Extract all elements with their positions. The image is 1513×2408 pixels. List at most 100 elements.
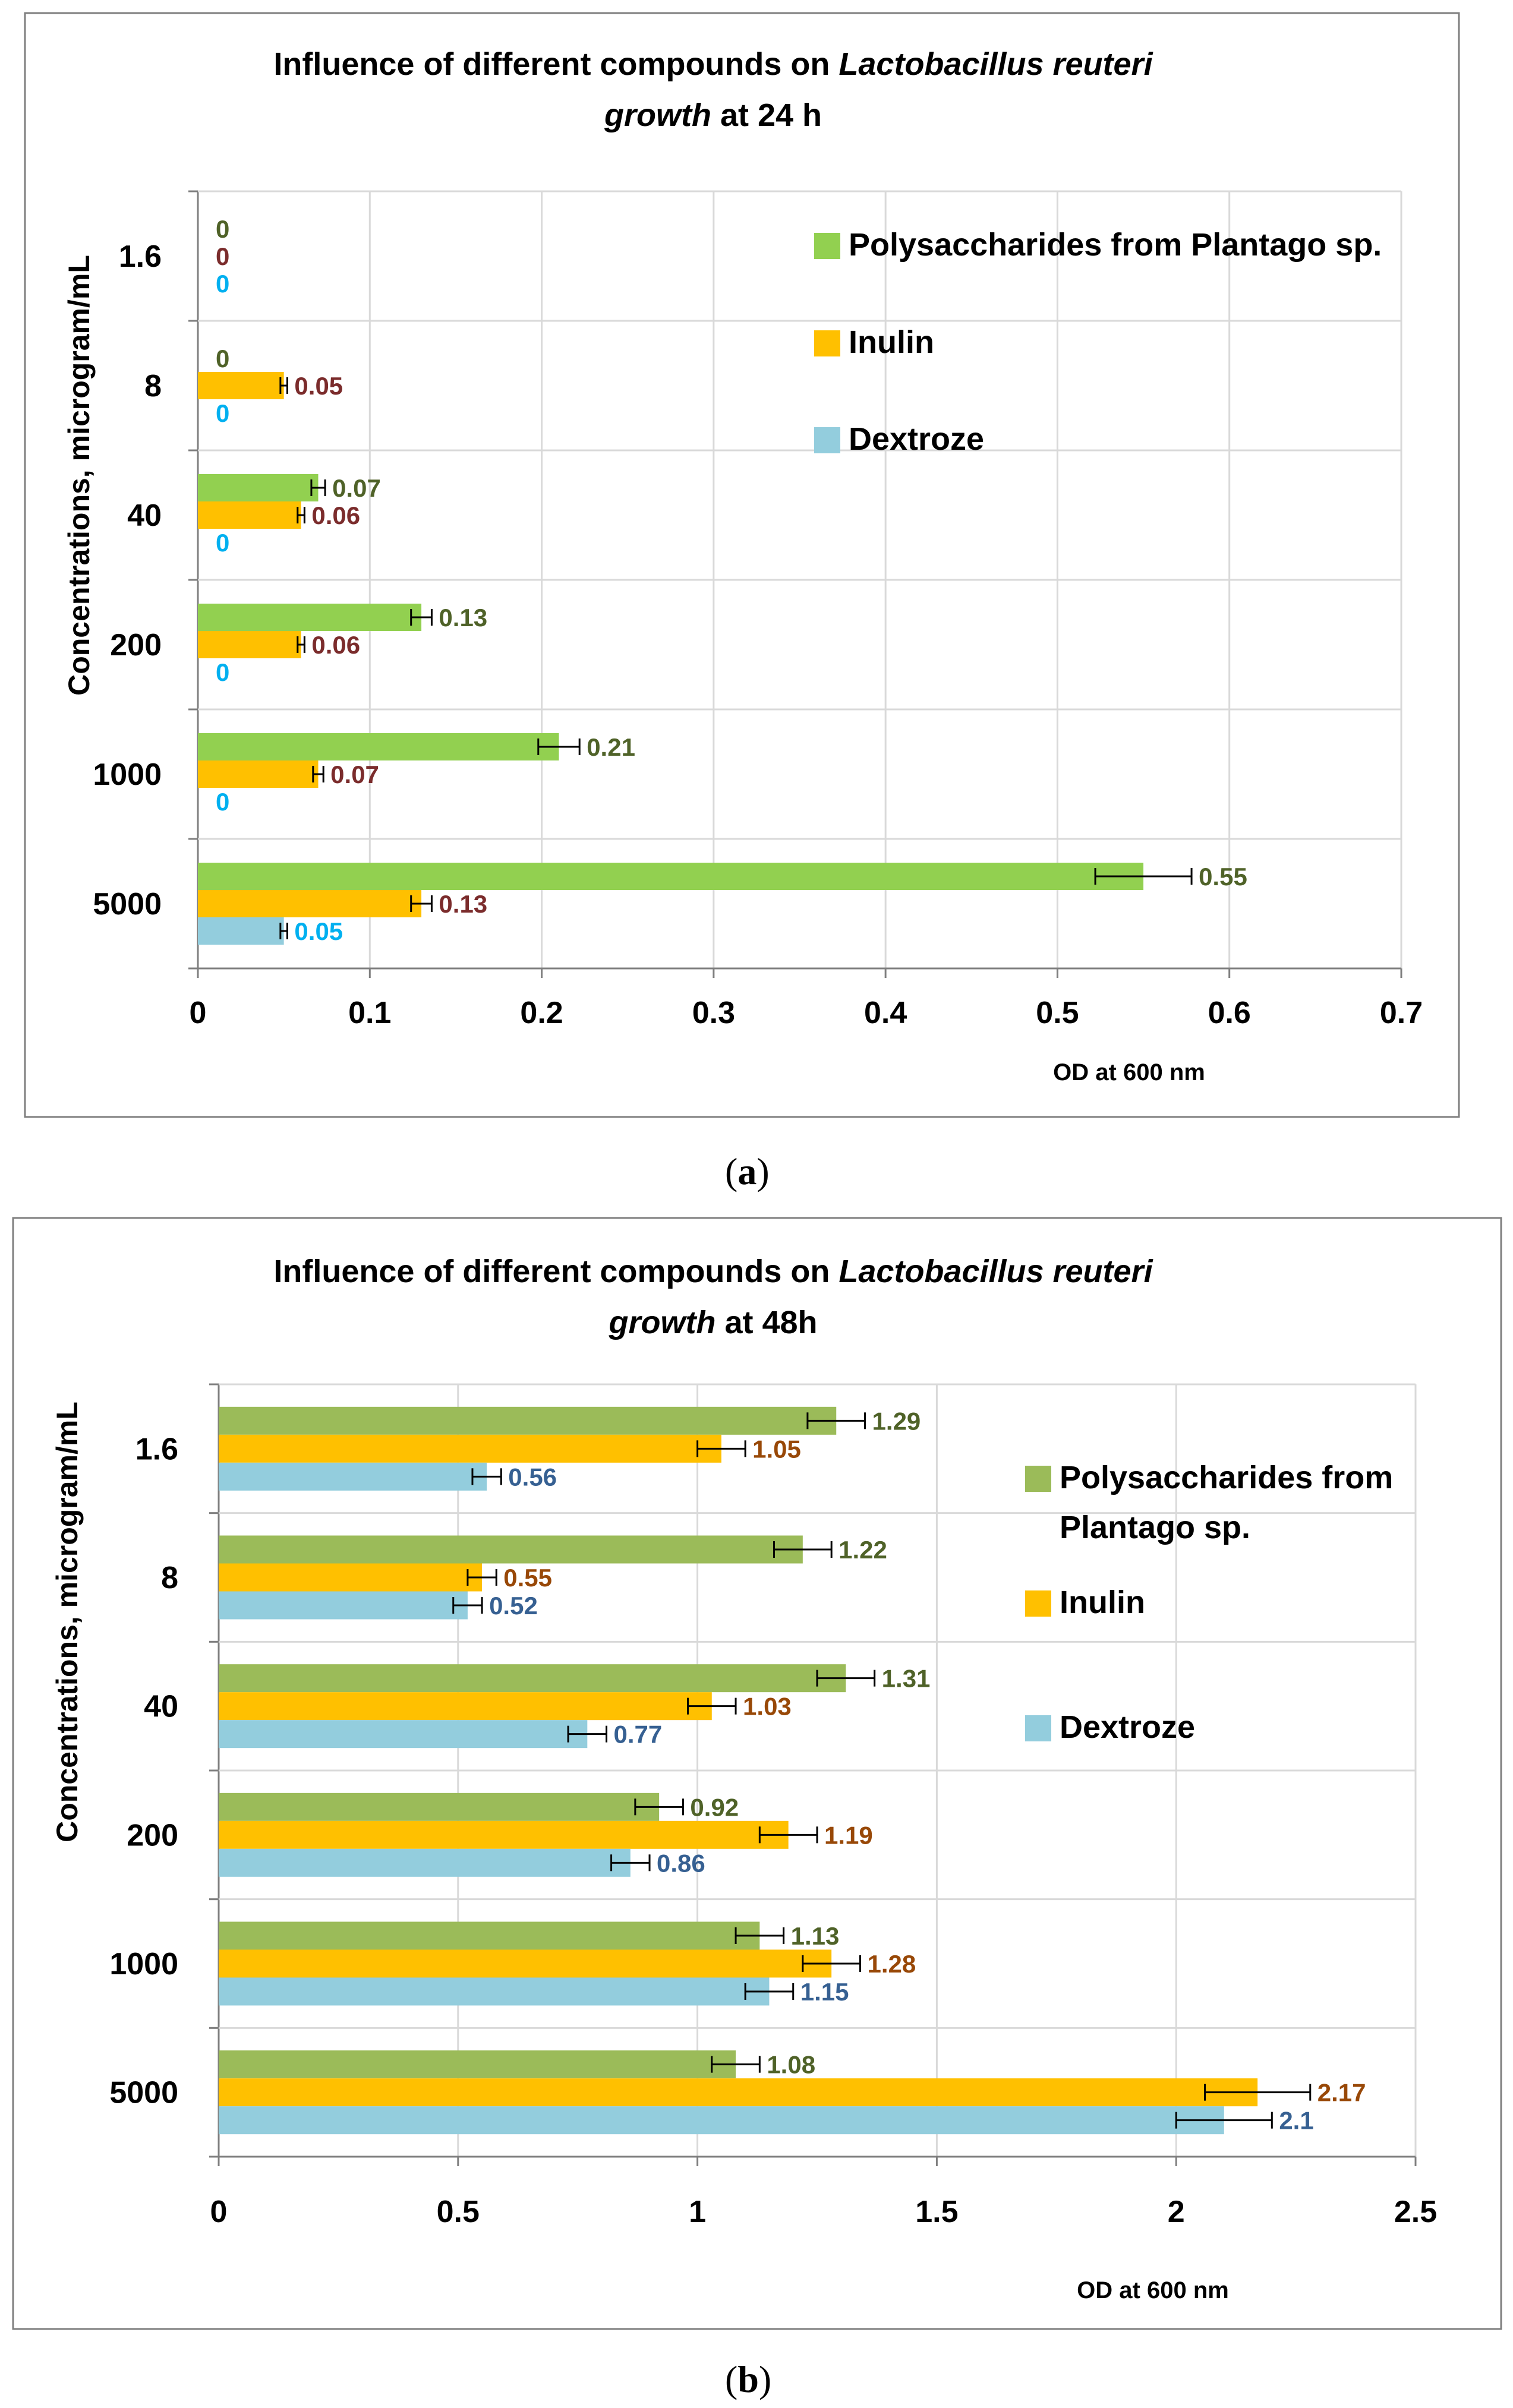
chart-a-bar	[198, 372, 284, 399]
chart-b-frame	[12, 1217, 1502, 2330]
chart-a-data-label: 0.05	[294, 372, 343, 400]
chart-b-bar	[219, 1535, 803, 1564]
chart-a-xtick-label: 0.1	[348, 996, 391, 1030]
chart-b-bar	[219, 1720, 588, 1749]
chart-b-bar	[219, 1977, 770, 2006]
chart-b-title-line1: Influence of different compounds on Lact…	[273, 1254, 1153, 1289]
chart-a-category-label: 40	[127, 498, 162, 533]
chart-b-xtick-label: 2	[1168, 2195, 1185, 2229]
chart-a-data-label: 0.06	[311, 501, 360, 529]
chart-b-data-label: 0.52	[489, 1592, 538, 1620]
chart-b-category-label: 1000	[109, 1947, 178, 1981]
chart-b-bar	[219, 1462, 487, 1491]
chart-b-bar	[219, 1820, 789, 1849]
chart-b-data-label: 0.77	[614, 1721, 663, 1749]
chart-a-bar	[198, 760, 319, 788]
chart-b-data-label: 2.1	[1279, 2107, 1313, 2135]
chart-b-legend-swatch	[1025, 1466, 1051, 1492]
chart-b-data-label: 0.56	[508, 1463, 557, 1491]
chart-a-category-label: 200	[110, 628, 162, 662]
chart-b-legend-label: Dextroze	[1060, 1709, 1195, 1745]
chart-a-data-label: 0.21	[587, 733, 635, 761]
chart-b-data-label: 0.86	[657, 1849, 705, 1877]
panel-b-caption-close: )	[758, 2358, 772, 2400]
chart-a-data-label: 0.07	[332, 474, 381, 502]
chart-a-data-label: 0	[216, 399, 229, 427]
chart-a-category-label: 5000	[93, 887, 162, 921]
chart-b-bar	[219, 1692, 712, 1721]
chart-b-title-growth: growth	[608, 1305, 715, 1340]
chart-b-category-label: 8	[161, 1561, 178, 1595]
chart-a-title-text: Influence of different compounds on	[273, 46, 839, 82]
chart-b-data-label: 1.13	[791, 1922, 840, 1950]
chart-a-category-label: 1.6	[119, 239, 162, 274]
chart-b-title-species: Lactobacillus reuteri	[839, 1254, 1153, 1289]
chart-a-legend-swatch	[814, 427, 840, 453]
chart-b-bar	[219, 1434, 721, 1463]
chart-b-data-label: 1.29	[872, 1407, 921, 1435]
chart-b-data-label: 1.22	[839, 1536, 887, 1564]
chart-b-data-label: 1.31	[882, 1665, 931, 1693]
chart-b-data-label: 2.17	[1317, 2079, 1366, 2107]
chart-b-title-text: Influence of different compounds on	[273, 1254, 839, 1289]
chart-a-data-label: 0.13	[439, 890, 487, 918]
chart-b-xlabel: OD at 600 nm	[1077, 2277, 1229, 2303]
chart-b-xtick-label: 0.5	[437, 2195, 480, 2229]
chart-b-title-time: at 48h	[715, 1305, 817, 1340]
chart-a-bar	[198, 863, 1144, 890]
chart-b-data-label: 1.28	[868, 1950, 916, 1978]
chart-b-bar	[219, 1792, 660, 1821]
chart-b-legend-label: Plantago sp.	[1060, 1510, 1250, 1545]
chart-b-data-label: 1.03	[743, 1693, 792, 1721]
panel-b-caption: (b)	[725, 2357, 771, 2401]
chart-a-xtick-label: 0.5	[1036, 996, 1079, 1030]
chart-b-data-label: 1.05	[752, 1435, 801, 1463]
chart-a-bar	[198, 890, 422, 917]
chart-a-category-label: 8	[144, 369, 162, 403]
panel-b-caption-open: (	[725, 2358, 738, 2400]
chart-a-frame	[24, 12, 1460, 1118]
chart-a-legend-label: Dextroze	[849, 421, 984, 457]
chart-a-data-label: 0	[216, 242, 229, 270]
chart-a-bar	[198, 501, 301, 529]
chart-a-data-label: 0	[216, 658, 229, 686]
chart-a-title-time: at 24 h	[711, 97, 822, 133]
chart-b-legend-label: Polysaccharides from	[1060, 1460, 1393, 1495]
chart-b-title-line2: growth at 48h	[608, 1305, 817, 1340]
chart-a-data-label: 0.06	[311, 631, 360, 659]
chart-b-xtick-label: 2.5	[1394, 2195, 1437, 2229]
chart-a-title-line1: Influence of different compounds on Lact…	[273, 46, 1153, 82]
chart-b-data-label: 1.08	[767, 2051, 815, 2079]
chart-a-xtick-label: 0.7	[1380, 996, 1423, 1030]
chart-b-data-label: 0.92	[690, 1793, 739, 1821]
chart-b-bar	[219, 1949, 832, 1978]
chart-a-xtick-label: 0.2	[520, 996, 563, 1030]
chart-b-category-label: 1.6	[135, 1432, 178, 1466]
chart-b-data-label: 0.55	[503, 1564, 552, 1592]
chart-a-legend-label: Inulin	[849, 324, 934, 360]
chart-a-category-label: 1000	[93, 758, 162, 792]
chart-a-data-label: 0.55	[1199, 863, 1247, 891]
chart-a-title-species: Lactobacillus reuteri	[839, 46, 1153, 82]
chart-a-data-label: 0	[216, 215, 229, 243]
chart-b-data-label: 1.19	[824, 1821, 873, 1849]
chart-b-data-label: 1.15	[800, 1978, 849, 2006]
chart-a-legend-swatch	[814, 330, 840, 356]
panel-a-caption: (a)	[725, 1150, 770, 1194]
chart-a-xtick-label: 0.4	[864, 996, 907, 1030]
panel-b-caption-letter: b	[737, 2358, 759, 2400]
chart-b-bar	[219, 1921, 760, 1950]
chart-b-category-label: 200	[127, 1818, 178, 1852]
chart-b-bar	[219, 1848, 631, 1877]
chart-b-category-label: 40	[144, 1690, 178, 1724]
chart-b-bar	[219, 2050, 736, 2079]
chart-a-legend-label: Polysaccharides from Plantago sp.	[849, 227, 1382, 263]
chart-a-xtick-label: 0.6	[1208, 996, 1251, 1030]
panel-a-caption-letter: a	[737, 1150, 757, 1192]
chart-b-bar	[219, 1406, 837, 1435]
chart-b-bar	[219, 2078, 1258, 2107]
chart-b-bar	[219, 1563, 483, 1592]
chart-b-xtick-label: 1.5	[915, 2195, 958, 2229]
chart-a-group: Influence of different compounds on Lact…	[24, 12, 1460, 1118]
